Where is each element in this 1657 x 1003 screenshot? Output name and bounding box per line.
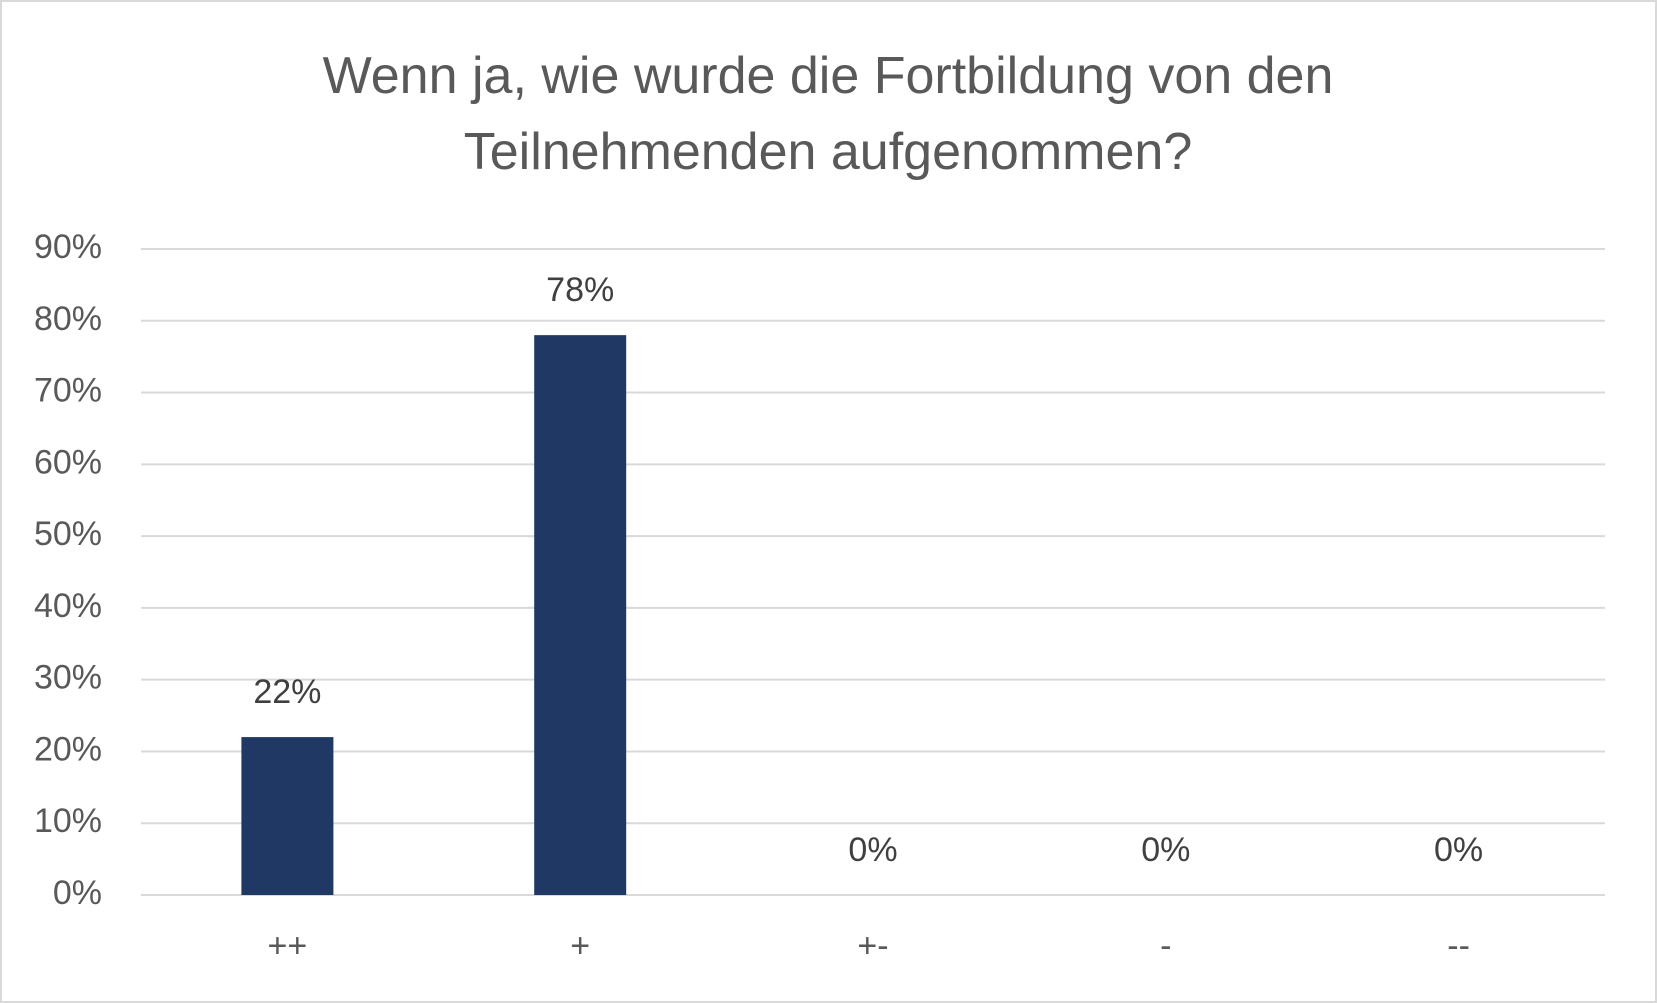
y-tick-label: 70% xyxy=(34,372,102,410)
y-tick-label: 40% xyxy=(34,587,102,625)
y-tick-label: 80% xyxy=(34,300,102,338)
x-tick-label: -- xyxy=(1447,927,1470,965)
y-tick-label: 90% xyxy=(34,228,102,266)
data-label: 0% xyxy=(848,831,897,869)
y-tick-label: 0% xyxy=(53,874,102,912)
x-tick-label: +- xyxy=(857,927,888,965)
data-label: 22% xyxy=(253,673,321,711)
data-label: 0% xyxy=(1434,831,1483,869)
y-tick-label: 50% xyxy=(34,515,102,553)
bar xyxy=(241,737,334,895)
x-tick-label: ++ xyxy=(268,927,308,965)
chart-title: Wenn ja, wie wurde die Fortbildung von d… xyxy=(322,47,1334,181)
data-label: 0% xyxy=(1141,831,1190,869)
x-tick-label: + xyxy=(570,927,590,965)
bar xyxy=(534,335,627,896)
y-tick-label: 60% xyxy=(34,443,102,481)
y-tick-label: 10% xyxy=(34,802,102,840)
y-tick-label: 30% xyxy=(34,659,102,697)
x-tick-label: - xyxy=(1160,927,1171,965)
data-label: 78% xyxy=(546,271,614,309)
y-tick-label: 20% xyxy=(34,730,102,768)
